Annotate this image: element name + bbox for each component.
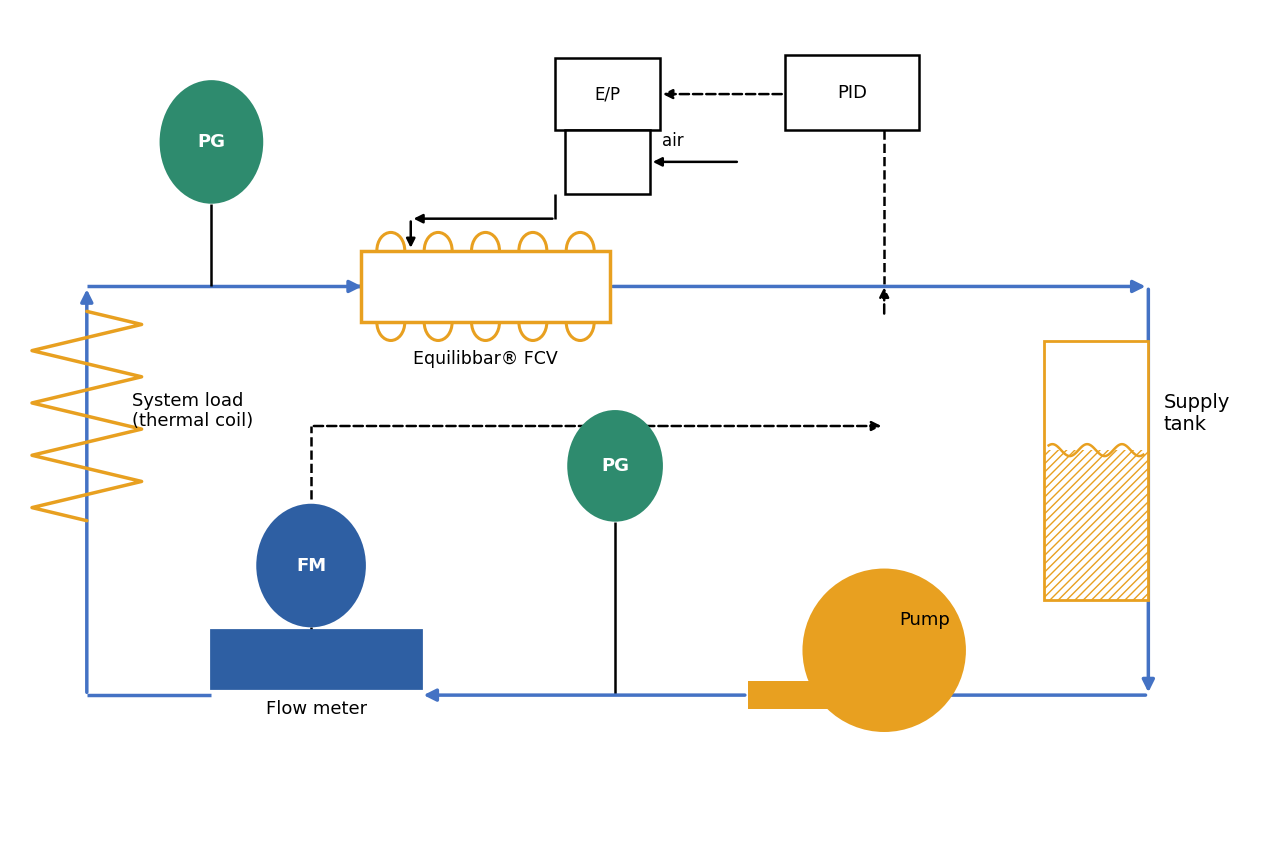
Bar xyxy=(555,58,660,130)
Text: E/P: E/P xyxy=(595,85,620,103)
Bar xyxy=(565,130,650,194)
Text: Flow meter: Flow meter xyxy=(265,700,367,718)
Text: Supply
tank: Supply tank xyxy=(1163,393,1229,434)
Bar xyxy=(212,631,420,688)
Bar xyxy=(362,250,610,323)
Ellipse shape xyxy=(567,410,663,522)
Text: air: air xyxy=(662,132,683,150)
Text: Equilibbar® FCV: Equilibbar® FCV xyxy=(413,351,558,368)
Ellipse shape xyxy=(256,504,365,627)
Text: PG: PG xyxy=(601,457,629,475)
Ellipse shape xyxy=(159,80,263,203)
Text: PID: PID xyxy=(837,83,867,101)
Bar xyxy=(1044,341,1149,601)
Bar xyxy=(747,681,828,709)
Bar xyxy=(785,55,919,130)
Text: FM: FM xyxy=(296,557,326,574)
Text: Pump: Pump xyxy=(899,611,950,630)
Bar xyxy=(1044,450,1149,601)
Text: System load
(thermal coil): System load (thermal coil) xyxy=(132,391,253,431)
Circle shape xyxy=(803,568,965,732)
Text: PG: PG xyxy=(197,133,226,151)
